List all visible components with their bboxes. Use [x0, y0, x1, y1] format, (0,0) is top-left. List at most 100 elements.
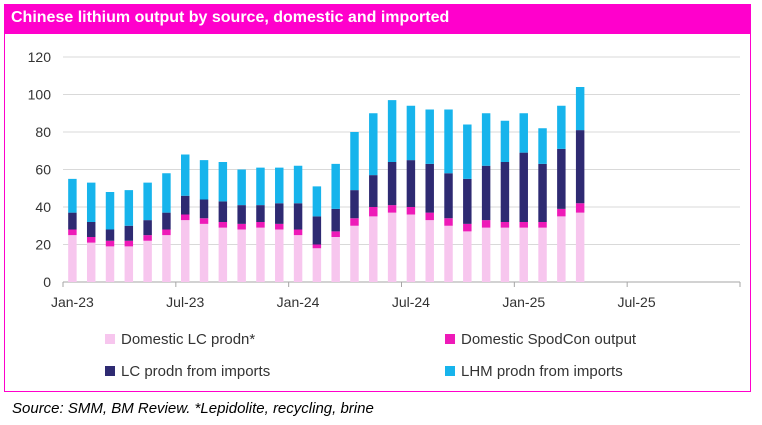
- bar-segment-1: [68, 235, 77, 282]
- bar-segment-3: [256, 205, 265, 222]
- bar-segment-2: [444, 218, 453, 226]
- x-tick-label: Jan-23: [51, 294, 94, 310]
- bar-segment-3: [199, 199, 209, 219]
- y-tick-label: 80: [35, 124, 51, 140]
- bar-segment-1: [312, 248, 322, 282]
- bar-segment-3: [575, 130, 585, 204]
- bar-segment-3: [68, 212, 77, 230]
- bar-segment-2: [181, 214, 190, 221]
- bar-segment-3: [312, 216, 322, 245]
- bar-segment-1: [237, 229, 246, 282]
- bar-segment-4: [199, 160, 209, 200]
- bar-segment-4: [68, 178, 77, 213]
- legend-swatch: [445, 366, 455, 376]
- bar-segment-1: [162, 235, 171, 282]
- y-tick-label: 40: [35, 199, 51, 215]
- bar-segment-4: [425, 109, 434, 164]
- bar-segment-3: [105, 229, 115, 241]
- bar-segment-2: [350, 218, 359, 226]
- bar-segment-1: [105, 246, 115, 282]
- bar-segment-2: [162, 229, 171, 236]
- legend-swatch: [105, 334, 115, 344]
- bar-segment-3: [406, 160, 416, 207]
- bar-segment-2: [143, 235, 152, 241]
- bar-segment-4: [500, 120, 510, 162]
- bar-segment-4: [387, 100, 397, 162]
- bar-segment-2: [519, 222, 528, 228]
- legend-swatch: [105, 366, 115, 376]
- bar-segment-4: [538, 128, 547, 164]
- bar-segment-4: [162, 173, 171, 213]
- bar-segment-3: [275, 203, 284, 224]
- bar-segment-1: [124, 246, 134, 282]
- bar-segment-4: [369, 113, 378, 176]
- bar-segment-2: [387, 205, 397, 213]
- bar-segment-4: [105, 192, 115, 230]
- bar-segment-1: [199, 223, 209, 282]
- x-tick-label: Jul-24: [392, 294, 430, 310]
- bar-segment-1: [293, 235, 303, 282]
- bar-segment-3: [500, 162, 510, 222]
- bar-segment-3: [444, 173, 453, 219]
- bar-segment-1: [387, 212, 397, 282]
- bar-segment-1: [350, 225, 359, 282]
- bar-segment-3: [162, 212, 171, 230]
- y-tick-label: 100: [28, 87, 52, 103]
- bar-segment-3: [331, 208, 340, 232]
- x-tick-label: Jul-25: [617, 294, 655, 310]
- bar-segment-1: [500, 227, 510, 282]
- bar-segment-3: [557, 148, 566, 209]
- x-tick-label: Jan-25: [502, 294, 545, 310]
- bar-segment-3: [425, 163, 434, 213]
- x-tick-label: Jul-23: [166, 294, 204, 310]
- bar-segment-3: [293, 203, 303, 230]
- bar-segment-2: [481, 220, 491, 228]
- bar-segment-1: [406, 214, 416, 282]
- legend-label: LC prodn from imports: [121, 363, 270, 380]
- y-tick-label: 60: [35, 162, 51, 178]
- legend-swatch: [445, 334, 455, 344]
- bar-segment-1: [538, 227, 547, 282]
- bar-segment-4: [557, 105, 566, 149]
- bar-segment-2: [199, 218, 209, 224]
- legend-label: Domestic SpodCon output: [461, 331, 637, 348]
- chart-title: Chinese lithium output by source, domest…: [11, 9, 450, 26]
- bar-segment-1: [218, 227, 228, 282]
- bar-segment-4: [312, 186, 322, 217]
- bar-segment-3: [237, 205, 246, 224]
- x-tick-label: Jan-24: [277, 294, 320, 310]
- chart-frame: Chinese lithium output by source, domest…: [4, 4, 751, 392]
- chart-canvas: 0 20 40 60 80 100 120 Jan-23 Jul-23 Jan-24 Jul-24 J…: [28, 49, 741, 380]
- y-tick-label: 120: [28, 49, 52, 65]
- bar-segment-4: [463, 124, 472, 179]
- bar-segment-4: [86, 182, 96, 222]
- bar-segment-2: [500, 222, 510, 228]
- legend-label: Domestic LC prodn*: [121, 331, 255, 348]
- bar-segment-2: [124, 240, 134, 247]
- bar-segment-3: [463, 178, 472, 224]
- bar-segment-2: [218, 222, 228, 228]
- bar-segment-1: [463, 231, 472, 282]
- bar-segment-4: [331, 163, 340, 209]
- bar-segment-3: [181, 195, 190, 215]
- bar-segment-2: [575, 203, 585, 213]
- bar-segment-3: [538, 163, 547, 222]
- bar-segment-1: [369, 216, 378, 282]
- bar-segment-2: [256, 222, 265, 228]
- bar-segment-1: [256, 227, 265, 282]
- bar-segment-2: [275, 223, 284, 230]
- bar-segment-4: [218, 162, 228, 202]
- bar-segment-2: [312, 244, 322, 249]
- bar-segment-3: [519, 152, 528, 222]
- bar-segment-1: [331, 237, 340, 282]
- source-note: Source: SMM, BM Review. *Lepidolite, rec…: [12, 400, 374, 417]
- bar-segment-1: [143, 240, 152, 282]
- bar-segment-2: [425, 212, 434, 221]
- bar-segment-4: [519, 113, 528, 153]
- bar-segment-4: [256, 167, 265, 206]
- bar-segment-1: [481, 227, 491, 282]
- bar-segment-4: [143, 182, 152, 221]
- bar-segment-3: [124, 225, 134, 241]
- bar-segment-4: [481, 113, 491, 166]
- bar-segment-2: [463, 223, 472, 232]
